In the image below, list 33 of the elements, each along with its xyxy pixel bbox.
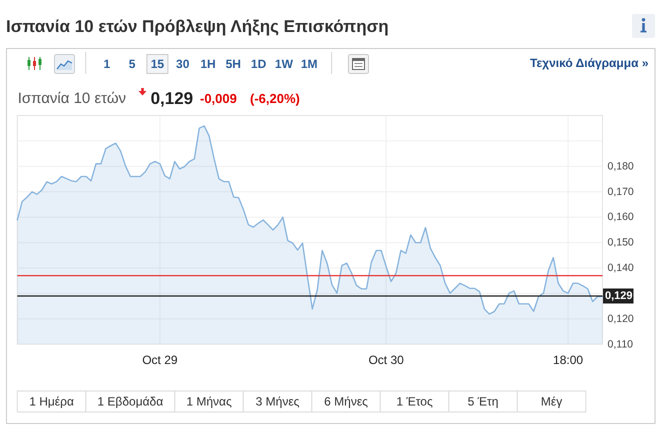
text: 5 [128,57,136,71]
text: (-6,20%) [250,91,300,106]
range-button: 1 Εβδομάδα [85,390,176,412]
range-button: 1 Ημέρα [16,390,86,412]
text: 5H [226,57,241,71]
y-tick-label: 0,110 [608,338,634,350]
range-button: 1 Μήνας [174,390,244,412]
range-button: 6 Μήνες [311,390,381,412]
text: 1W [274,57,294,71]
range-button: Μέγ [516,390,586,412]
text: 1M [300,57,318,71]
text: Τεχνικό Διάγραμμα » [530,56,649,70]
text: 1H [200,57,216,71]
y-tick-label: 0,160 [608,211,634,224]
x-tick-label: 18:00 [553,353,584,367]
text: -0,009 [200,91,237,106]
y-tick-label: 0,120 [608,312,634,325]
text: 0,129 [150,89,194,108]
chart-title: Ισπανία 10 ετών Πρόβλεψη Λήξης Επισκόπηση [6,17,389,36]
y-tick-label: 0,170 [608,186,634,198]
text: 1 [103,57,110,71]
y-tick-label: 0,140 [608,262,634,274]
chart-subtitle: Ισπανία 10 ετών [18,90,126,107]
x-tick-label: Oct 29 [142,353,178,367]
text: 30 [176,57,190,71]
selected-button: 15 [146,54,168,74]
range-button: 3 Μήνες [242,390,312,412]
range-button: 5 Έτη [448,390,518,412]
text: 1D [250,57,267,71]
y-tick-label: 0,180 [608,160,634,172]
x-tick-label: Oct 30 [368,353,404,367]
y-tick-label: 0,150 [608,236,634,249]
range-button: 1 Έτος [380,390,450,412]
